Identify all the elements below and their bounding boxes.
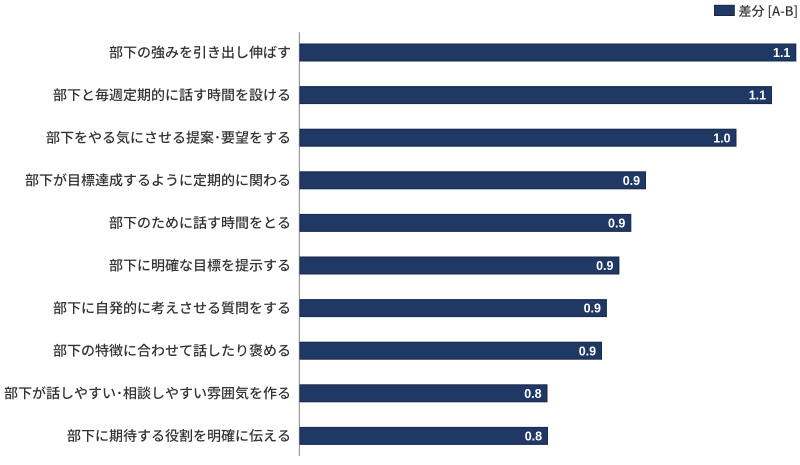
- svg-text:0.9: 0.9: [584, 302, 601, 316]
- svg-text:1.1: 1.1: [749, 89, 766, 103]
- svg-text:1.1: 1.1: [773, 46, 790, 60]
- svg-text:0.9: 0.9: [596, 259, 613, 273]
- svg-text:1.0: 1.0: [713, 131, 730, 145]
- svg-text:0.9: 0.9: [579, 344, 596, 358]
- svg-text:0.8: 0.8: [525, 430, 542, 444]
- svg-text:0.9: 0.9: [623, 174, 640, 188]
- svg-text:0.8: 0.8: [524, 387, 541, 401]
- svg-text:0.9: 0.9: [608, 217, 625, 231]
